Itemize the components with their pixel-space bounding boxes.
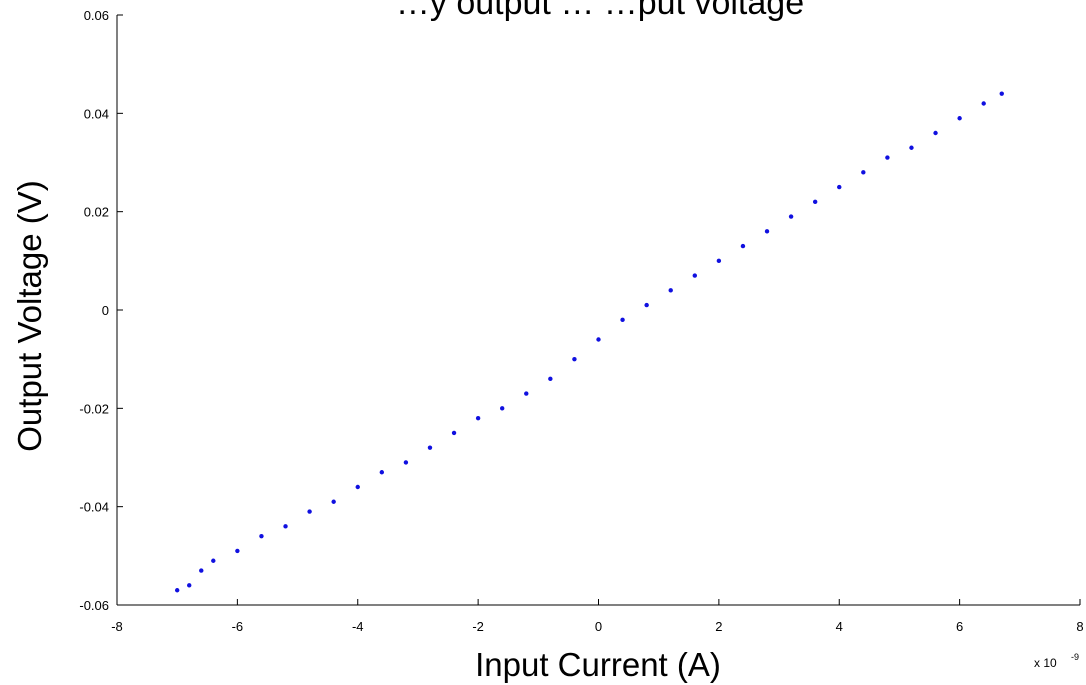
y-tick-label: -0.06 <box>79 598 109 613</box>
data-point <box>716 258 722 264</box>
y-axis-title: Output Voltage (V) <box>11 180 48 452</box>
y-tick-label: 0.02 <box>84 205 109 220</box>
data-point <box>885 155 890 160</box>
x-tick-label: -2 <box>472 619 484 634</box>
y-ticks: -0.06 -0.04 -0.02 0 0.02 0.04 0.06 <box>79 8 123 613</box>
y-tick-label: 0.06 <box>84 8 109 23</box>
data-point <box>764 229 770 234</box>
data-point <box>957 116 962 121</box>
data-point <box>199 568 204 573</box>
x-axis-title: Input Current (A) <box>475 646 721 683</box>
data-point <box>620 317 625 323</box>
y-tick-label: 0 <box>102 303 109 318</box>
data-point <box>475 415 481 421</box>
y-tick-label: -0.04 <box>79 500 109 515</box>
x-tick-label: 8 <box>1076 619 1083 634</box>
y-tick-label: -0.02 <box>79 401 109 416</box>
data-point <box>812 199 818 205</box>
data-point <box>644 302 649 308</box>
x-ticks: -8 -6 -4 -2 0 2 4 6 8 <box>111 599 1084 634</box>
data-point <box>572 356 577 362</box>
x-multiplier-exponent: -9 <box>1071 652 1079 662</box>
x-tick-label: -4 <box>352 619 364 634</box>
x-multiplier-label: x 10 <box>1034 656 1057 670</box>
data-point <box>307 509 312 514</box>
data-point <box>548 376 553 382</box>
data-point <box>427 445 433 450</box>
data-point <box>981 101 986 106</box>
x-tick-label: 4 <box>836 619 843 634</box>
data-point <box>861 170 866 175</box>
data-point <box>500 406 505 411</box>
data-point <box>331 499 336 504</box>
data-point <box>788 214 794 219</box>
data-point <box>235 548 240 554</box>
data-point <box>403 460 409 465</box>
data-point <box>174 588 180 593</box>
x-tick-label: 0 <box>595 619 602 634</box>
data-point <box>379 470 385 475</box>
data-point <box>187 583 192 588</box>
x-tick-label: -6 <box>232 619 244 634</box>
data-point <box>451 430 457 436</box>
data-point <box>909 145 914 150</box>
data-point <box>740 243 746 249</box>
data-point <box>933 130 938 136</box>
data-points <box>174 91 1004 593</box>
y-tick-label: 0.04 <box>84 106 109 121</box>
x-tick-label: -8 <box>111 619 123 634</box>
data-point <box>259 533 264 539</box>
data-point <box>211 558 216 563</box>
data-point <box>668 288 673 293</box>
data-point <box>283 524 288 529</box>
data-point <box>524 391 529 396</box>
x-tick-label: 6 <box>956 619 963 634</box>
data-point <box>355 484 360 490</box>
x-tick-label: 2 <box>715 619 722 634</box>
data-point <box>596 337 601 342</box>
data-point <box>692 273 697 278</box>
data-point <box>837 184 842 190</box>
chart-title: …y output … …put voltage <box>396 0 804 22</box>
data-point <box>999 91 1004 96</box>
